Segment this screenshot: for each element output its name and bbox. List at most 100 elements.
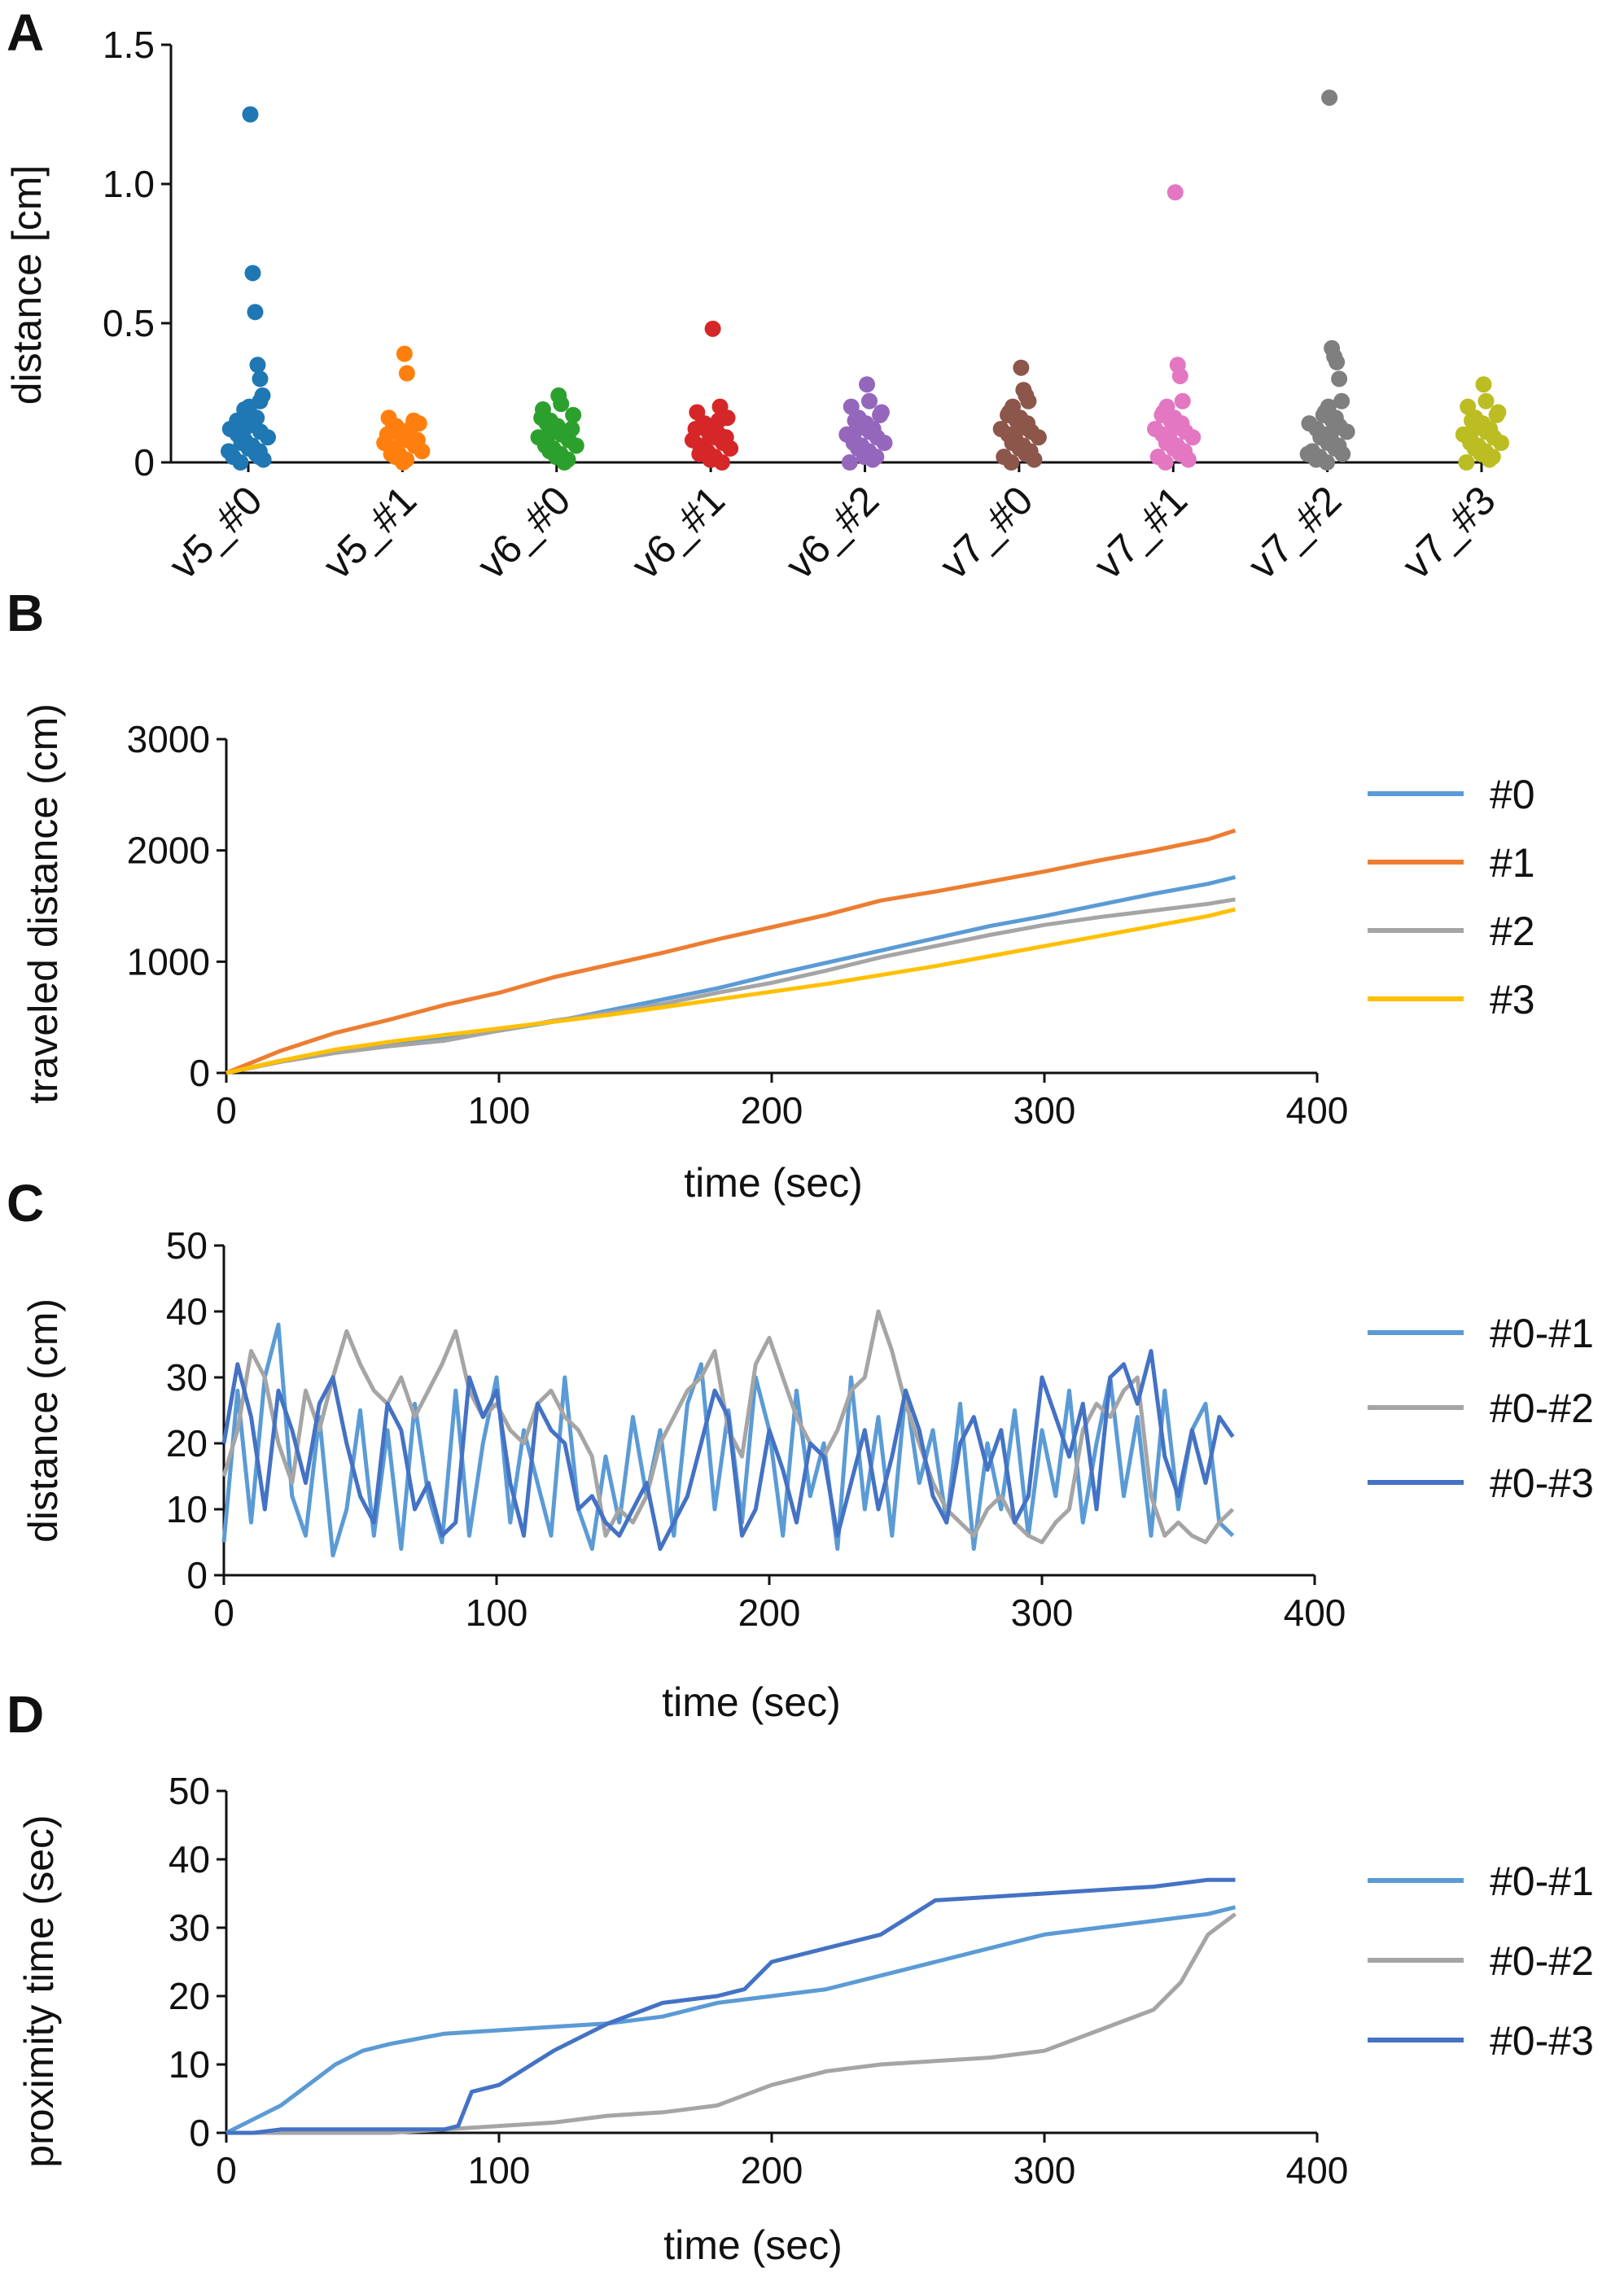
panel-a-point (242, 106, 259, 123)
panel-d-legend-label: #0-#2 (1490, 1938, 1594, 1984)
panel-c-series-line (221, 1349, 1235, 1552)
panel-a-point (1321, 89, 1338, 106)
panel-d-x-tick-label: 0 (216, 2149, 237, 2191)
panel-a-point (845, 435, 862, 452)
panel-a-category-label: v7_#3 (1394, 477, 1504, 588)
panel-a-point (236, 401, 253, 418)
panel-d-y-tick-label: 30 (169, 1907, 210, 1949)
panel-a-point (1007, 435, 1024, 452)
panel-c-y-tick-label: 30 (166, 1356, 208, 1399)
panel-d-y-tick-label: 40 (169, 1838, 210, 1880)
panel-a-point (1329, 353, 1346, 370)
panel-a-point (239, 418, 256, 435)
panel-c-x-tick-label: 0 (213, 1591, 234, 1634)
panel-c: C distance (cm) time (sec) 0 10 20 30 40 50 0 1… (7, 1174, 1594, 1725)
panel-c-x-tick-label: 300 (1011, 1591, 1074, 1634)
panel-c-y-tick-label: 10 (166, 1488, 208, 1530)
panel-b-y-axis-title: traveled distance (cm) (20, 703, 66, 1104)
panel-c-x-tick-label: 400 (1284, 1591, 1346, 1634)
panel-a-point (1493, 435, 1509, 452)
panel-a-letter: A (7, 3, 44, 62)
panel-a-point (1153, 406, 1171, 423)
panel-a-point (1171, 445, 1188, 462)
panel-a-point (710, 412, 727, 429)
panel-a-point (260, 429, 276, 446)
panel-a-point (565, 406, 582, 423)
panel-a-point (249, 357, 266, 374)
panel-d-series-line (225, 1905, 1237, 2135)
panel-a-point (1164, 420, 1181, 437)
panel-a-point (717, 429, 734, 446)
panel-a-point (1338, 423, 1355, 440)
panel-a-point (1013, 359, 1030, 376)
panel-a-point (247, 304, 264, 321)
panel-b-series-line (225, 897, 1236, 1075)
panel-d-y-axis-title: proximity time (sec) (16, 1815, 62, 2167)
panel-a-category-label: v5_#0 (160, 477, 271, 588)
panel-a-point (1331, 370, 1348, 387)
panel-b-y-tick-label: 2000 (127, 830, 210, 872)
panel-b-legend-label: #1 (1490, 840, 1535, 886)
panel-a-point (1488, 406, 1505, 423)
panel-d-x-tick-label: 400 (1286, 2149, 1349, 2191)
panel-c-y-tick-label: 50 (166, 1224, 208, 1267)
panel-c-legend-label: #0-#3 (1490, 1460, 1594, 1506)
panel-b-x-tick-label: 0 (216, 1089, 237, 1132)
panel-a-point (251, 449, 268, 466)
panel-c-x-axis-title: time (sec) (662, 1679, 840, 1725)
panel-a-point (396, 345, 413, 362)
panel-a-category-label: v7_#0 (931, 477, 1042, 588)
panel-a: A distance [cm] 0 0.5 1.0 1.5 v5_#0 v5_#1 v6_#… (4, 3, 1509, 588)
panel-d-y-tick-label: 50 (169, 1770, 210, 1812)
panel-a-point (1157, 454, 1174, 471)
panel-a-point (687, 420, 704, 437)
panel-d-series-line (226, 1877, 1236, 2135)
panel-a-y-tick-label: 0.5 (103, 302, 155, 344)
panel-a-y-tick-label: 1.5 (103, 24, 155, 66)
panel-d-series-line (226, 1912, 1237, 2135)
panel-a-point (1003, 454, 1020, 471)
panel-a-point (1334, 445, 1351, 462)
panel-a-y-tick-label: 1.0 (103, 163, 155, 205)
panel-a-point (244, 265, 261, 282)
panel-a-point (553, 396, 570, 413)
panel-a-point (872, 406, 889, 423)
panel-a-category-label: v7_#2 (1239, 477, 1350, 588)
panel-a-category-label: v6_#2 (777, 477, 887, 588)
panel-d-x-tick-label: 200 (741, 2149, 803, 2191)
panel-b-x-axis-title: time (sec) (684, 1160, 862, 1206)
panel-a-category-label: v6_#0 (469, 477, 580, 588)
panel-d-x-axis-title: time (sec) (663, 2222, 842, 2268)
panel-b-series-line (225, 828, 1237, 1075)
panel-c-legend-label: #0-#2 (1490, 1386, 1594, 1431)
panel-d-legend-label: #0-#3 (1490, 2018, 1594, 2064)
panel-b-y-tick-label: 1000 (127, 940, 210, 983)
panel-a-point (1161, 435, 1178, 452)
panel-d-letter: D (7, 1685, 44, 1744)
panel-a-point (1171, 367, 1188, 384)
panel-a-point (856, 449, 873, 466)
panel-b-x-tick-label: 300 (1013, 1089, 1076, 1132)
panel-a-point (252, 370, 269, 387)
panel-a-point (221, 443, 237, 460)
panel-a-point (1477, 392, 1495, 409)
panel-a-point (704, 320, 721, 337)
panel-a-point (536, 437, 554, 454)
panel-a-point (232, 454, 249, 471)
panel-a-point (1473, 445, 1490, 462)
panel-a-point (1462, 435, 1479, 452)
panel-b-legend-label: #0 (1490, 772, 1535, 817)
panel-c-letter: C (7, 1174, 44, 1232)
panel-b-x-tick-label: 100 (468, 1089, 531, 1132)
panel-a-point (563, 420, 580, 437)
panel-a-point (567, 437, 584, 454)
panel-d: D proximity time (sec) time (sec) 0 10 20 3… (7, 1685, 1594, 2268)
panel-b-legend-label: #2 (1490, 908, 1535, 954)
panel-d-y-tick-label: 20 (169, 1975, 210, 2017)
panel-c-y-axis-title: distance (cm) (20, 1298, 66, 1543)
panel-a-point (876, 435, 893, 452)
panel-b-series-line (225, 875, 1237, 1075)
panel-d-legend-label: #0-#1 (1490, 1859, 1594, 1904)
panel-a-y-tick-label: 0 (134, 441, 155, 484)
panel-a-point (1299, 445, 1316, 462)
